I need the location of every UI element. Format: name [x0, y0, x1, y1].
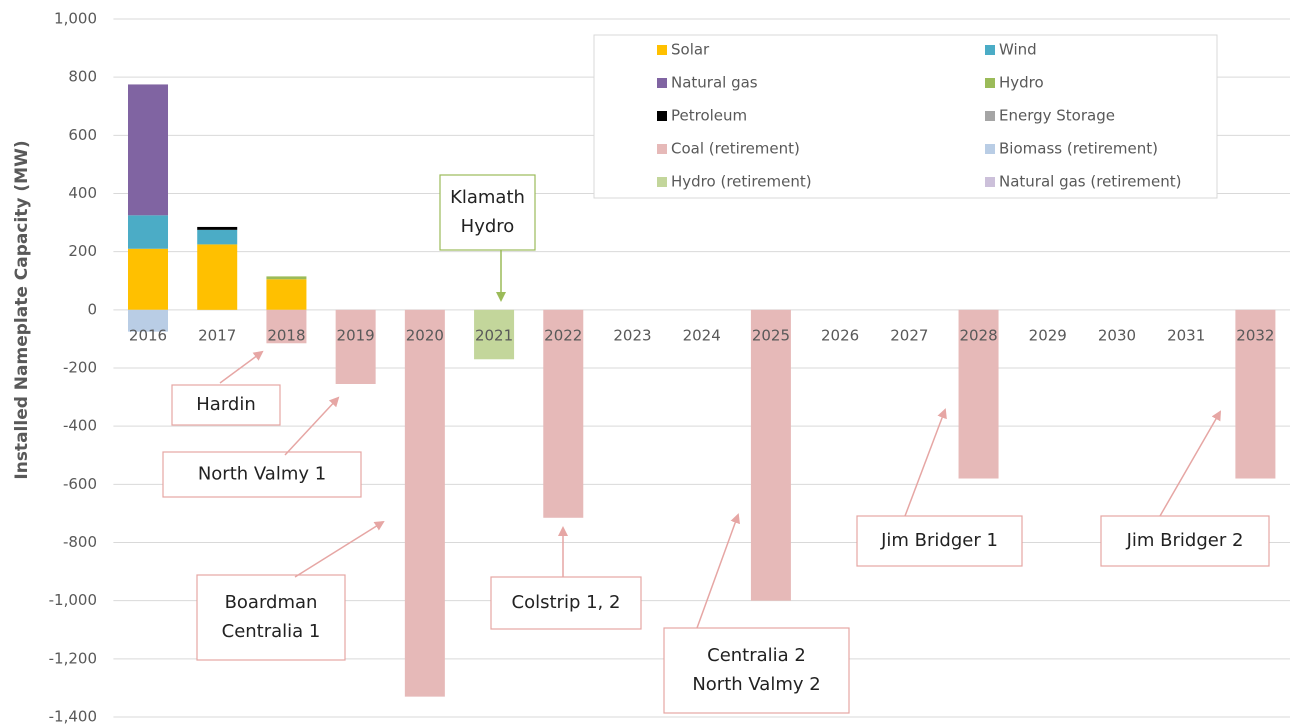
legend-swatch	[657, 177, 667, 187]
annotation-arrow	[284, 396, 340, 456]
x-tick-label: 2020	[406, 326, 444, 344]
annotation-arrow	[1159, 410, 1221, 517]
bar-segment	[128, 309, 169, 332]
legend-box	[593, 34, 1218, 199]
y-tick-label: -1,400	[49, 708, 97, 726]
legend-label: Hydro (retirement)	[671, 173, 812, 191]
legend-label: Solar	[671, 41, 710, 59]
y-tick-label: -1,200	[49, 649, 97, 667]
x-tick-label: 2021	[475, 326, 513, 344]
annotation-arrow	[294, 520, 385, 578]
bar-segment	[197, 229, 238, 245]
y-tick-label: 600	[68, 126, 97, 144]
annotation-box	[663, 627, 850, 714]
x-tick-label: 2019	[337, 326, 375, 344]
x-tick-label: 2022	[544, 326, 582, 344]
x-tick-label: 2025	[752, 326, 790, 344]
annotation-box	[162, 451, 362, 498]
legend-label: Natural gas (retirement)	[999, 173, 1182, 191]
bar-segment	[128, 215, 169, 249]
bar-segment	[543, 309, 584, 518]
bar-segment	[128, 84, 169, 216]
legend-swatch	[657, 78, 667, 88]
legend-label: Petroleum	[671, 107, 747, 125]
annotation-box	[490, 576, 642, 630]
bar-segment	[404, 309, 445, 697]
annotation-text: Hydro	[461, 216, 515, 237]
bar-segment	[266, 276, 307, 280]
x-tick-label: 2027	[890, 326, 928, 344]
x-tick-label: 2030	[1098, 326, 1136, 344]
legend-swatch	[657, 144, 667, 154]
x-tick-label: 2028	[959, 326, 997, 344]
x-tick-label: 2023	[613, 326, 651, 344]
legend-label: Energy Storage	[999, 107, 1115, 125]
legend-label: Natural gas	[671, 74, 758, 92]
annotation-box	[1100, 515, 1270, 567]
annotation-box	[196, 574, 346, 661]
annotation-text: Centralia 2	[707, 645, 806, 666]
legend-swatch	[985, 177, 995, 187]
annotation-text: Boardman	[225, 592, 318, 613]
y-tick-label: -600	[63, 475, 97, 493]
bar-segment	[474, 309, 515, 360]
x-tick-label: 2024	[683, 326, 721, 344]
bar-segment	[266, 309, 307, 344]
legend-label: Hydro	[999, 74, 1044, 92]
legend-label: Coal (retirement)	[671, 140, 800, 158]
annotation-text: North Valmy 1	[198, 464, 326, 485]
x-tick-label: 2016	[129, 326, 167, 344]
legend-swatch	[985, 45, 995, 55]
x-tick-label: 2026	[821, 326, 859, 344]
y-tick-label: -1,000	[49, 591, 97, 609]
bar-segment	[1235, 309, 1276, 479]
annotation-arrow	[696, 513, 740, 629]
y-tick-label: -800	[63, 533, 97, 551]
bar-segment	[197, 244, 238, 310]
legend-swatch	[657, 45, 667, 55]
annotation-text: North Valmy 2	[692, 674, 820, 695]
x-tick-label: 2029	[1029, 326, 1067, 344]
bar-segment	[197, 226, 238, 230]
annotation-arrow	[219, 350, 264, 384]
annotation-box	[439, 174, 536, 251]
y-tick-label: 800	[68, 68, 97, 86]
annotation-box	[171, 384, 281, 426]
annotation-text: Klamath	[450, 187, 525, 208]
annotation-text: Colstrip 1, 2	[512, 592, 621, 613]
annotation-arrow	[904, 408, 947, 517]
legend-swatch	[985, 111, 995, 121]
annotation-box	[856, 515, 1023, 567]
annotation-text: Jim Bridger 1	[880, 530, 998, 551]
legend-swatch	[985, 144, 995, 154]
y-tick-label: -200	[63, 359, 97, 377]
y-tick-label: 400	[68, 184, 97, 202]
y-tick-label: -400	[63, 417, 97, 435]
bar-segment	[266, 279, 307, 310]
x-tick-label: 2031	[1167, 326, 1205, 344]
y-tick-label: 200	[68, 242, 97, 260]
legend-swatch	[985, 78, 995, 88]
legend-label: Biomass (retirement)	[999, 140, 1158, 158]
legend-label: Wind	[999, 41, 1037, 59]
y-tick-label: 0	[87, 300, 97, 318]
annotation-text: Hardin	[196, 394, 255, 415]
y-tick-label: 1,000	[54, 10, 97, 28]
x-tick-label: 2017	[198, 326, 236, 344]
x-tick-label: 2032	[1236, 326, 1274, 344]
x-tick-label: 2018	[267, 326, 305, 344]
legend-swatch	[657, 111, 667, 121]
bar-segment	[750, 309, 791, 601]
bar-segment	[958, 309, 999, 479]
y-axis-label: Installed Nameplate Capacity (MW)	[12, 140, 32, 479]
annotation-text: Jim Bridger 2	[1126, 530, 1244, 551]
bar-segment	[335, 309, 376, 384]
bar-segment	[128, 248, 169, 310]
annotation-text: Centralia 1	[222, 621, 321, 642]
